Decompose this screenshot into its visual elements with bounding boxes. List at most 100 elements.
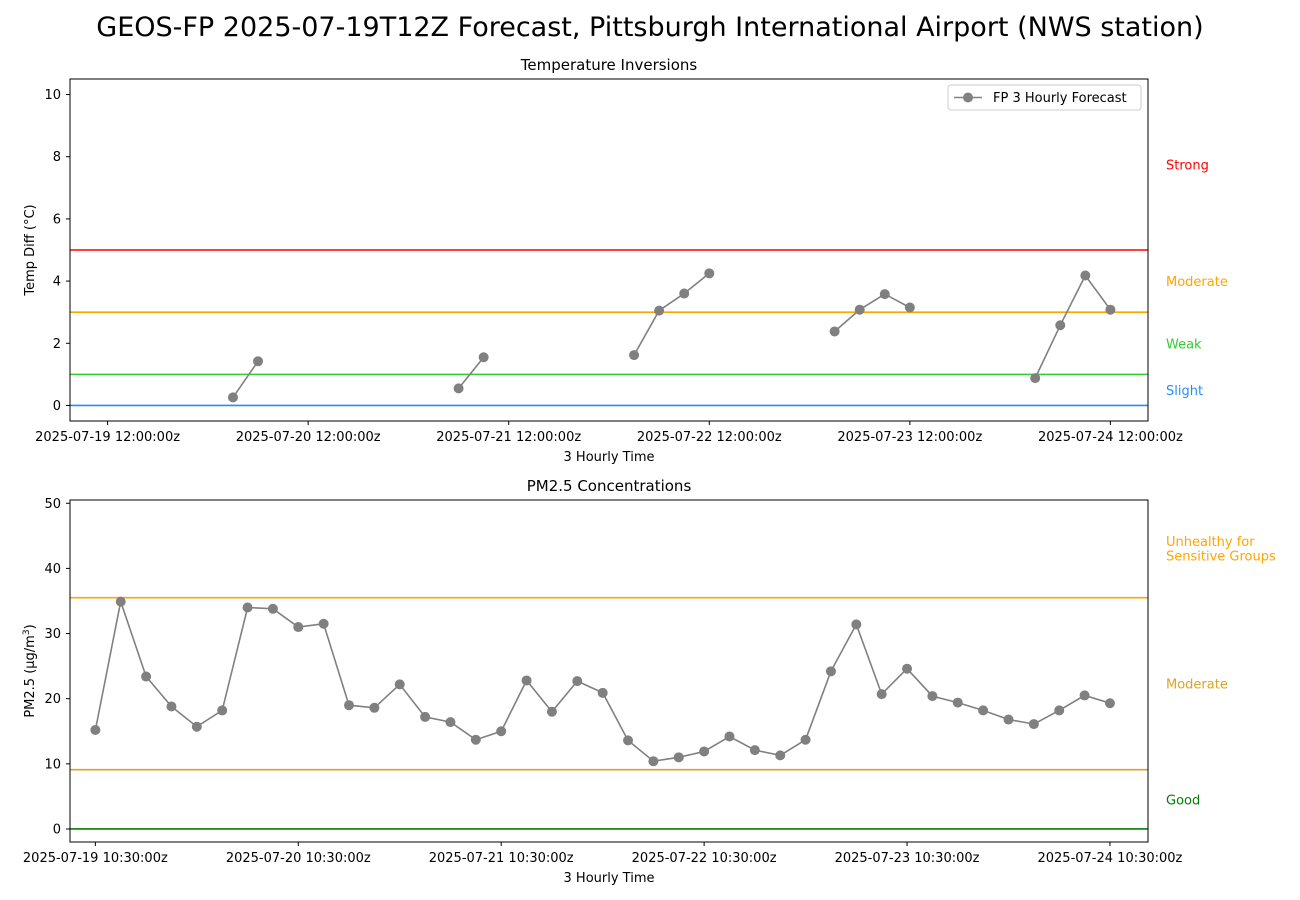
figure-title: GEOS-FP 2025-07-19T12Z Forecast, Pittsbu… [96,12,1204,43]
pm25-category-label: Unhealthy for [1166,535,1255,550]
pm25-x-axis-label: 3 Hourly Time [564,871,655,886]
inversion-series-line [1034,273,1112,379]
inversion-data-point [904,302,915,313]
pm25-category-label: Good [1166,794,1200,809]
pm25-series-line [94,598,1111,763]
pm25-data-point [927,691,938,702]
inversion-data-point [879,289,890,300]
pm25-y-tick-label: 40 [44,562,61,577]
inversion-y-tick-label: 8 [53,150,61,165]
pm25-data-point [369,702,380,713]
inversion-data-point [679,288,690,299]
inversion-y-tick-label: 2 [53,337,61,352]
pm25-category-label: Sensitive Groups [1166,549,1276,564]
inversion-data-point [478,352,489,363]
pm25-data-point [775,750,786,761]
pm25-x-tick-label: 2025-07-22 10:30:00z [632,851,777,866]
inversion-legend: FP 3 Hourly Forecast [947,84,1142,111]
inversion-series-line [457,356,485,389]
pm25-data-point [394,679,405,690]
inversion-data-point [654,305,665,316]
pm25-data-point [851,619,862,630]
pm25-x-tick-label: 2025-07-19 10:30:00z [23,851,168,866]
pm25-data-point [521,675,532,686]
pm25-x-tick-label: 2025-07-20 10:30:00z [226,851,371,866]
pm25-y-tick-label: 10 [44,757,61,772]
pm25-data-point [1104,698,1115,709]
pm25-data-point [876,689,887,700]
inversion-y-tick-label: 0 [53,399,61,414]
inversion-data-point [1030,373,1041,384]
inversion-series-line [834,293,911,333]
inversion-data-point [854,304,865,315]
pm25-data-point [800,734,811,745]
pm25-data-point [699,746,710,757]
pm25-data-point [724,731,735,742]
pm25-y-tick-label: 50 [44,497,61,512]
inversion-y-tick-label: 4 [53,275,61,290]
pm25-x-tick-label: 2025-07-23 10:30:00z [835,851,980,866]
pm25-y-tick-label: 0 [53,822,61,837]
pm25-data-point [825,666,836,677]
pm25-data-point [572,676,583,687]
inversion-category-label: Weak [1166,337,1202,352]
pm25-data-point [166,701,177,712]
pm25-data-point [1079,690,1090,701]
inversion-data-point [1080,270,1091,281]
pm25-data-point [267,603,278,614]
inversion-x-tick-label: 2025-07-24 12:00:00z [1038,430,1183,445]
inversion-data-point [629,350,640,361]
pm25-data-point [749,745,760,756]
pm25-axes-frame [69,499,1149,843]
inversion-title: Temperature Inversions [520,56,698,74]
pm25-data-point [420,711,431,722]
pm25-data-point [648,756,659,767]
pm25-data-point [496,726,507,737]
pm25-data-point [1054,705,1065,716]
inversion-data-point [1105,304,1116,315]
inversion-x-tick-label: 2025-07-19 12:00:00z [35,430,180,445]
inversion-x-tick-label: 2025-07-22 12:00:00z [637,430,782,445]
legend-label: FP 3 Hourly Forecast [993,91,1127,106]
pm25-data-point [978,705,989,716]
inversion-data-point [253,356,264,367]
inversion-data-point [1055,320,1066,331]
pm25-data-point [318,618,329,629]
pm25-y-axis-label: PM2.5 (µg/m3) [22,624,38,717]
inversion-data-point [704,268,715,279]
pm25-x-tick-label: 2025-07-21 10:30:00z [429,851,574,866]
inversion-data-point [453,383,464,394]
pm25-data-point [546,706,557,717]
inversion-x-tick-label: 2025-07-23 12:00:00z [837,430,982,445]
pm25-x-tick-label: 2025-07-24 10:30:00z [1037,851,1182,866]
inversion-data-point [227,392,238,403]
pm25-y-tick-label: 20 [44,692,61,707]
inversion-y-tick-label: 6 [53,212,61,227]
pm25-data-point [217,705,228,716]
inversion-x-axis-label: 3 Hourly Time [564,450,655,465]
inversion-axes-frame [69,78,1149,422]
pm25-data-point [673,752,684,763]
pm25-data-point [902,663,913,674]
legend-box [947,84,1142,111]
pm25-y-tick-label: 30 [44,627,61,642]
legend-swatch-marker [963,92,973,103]
pm25-data-point [242,602,253,613]
pm25-data-point [597,687,608,698]
pm25-chart: PM2.5 Concentrations Good Moderate Unhealth… [22,477,1276,886]
pm25-data-point [623,735,634,746]
pm25-data-point [1028,719,1039,730]
inversion-category-label: Moderate [1166,275,1228,290]
inversion-category-label: Slight [1166,384,1203,399]
pm25-data-point [952,697,963,708]
pm25-title: PM2.5 Concentrations [527,477,692,495]
inversion-series-line [633,272,710,356]
inversion-y-tick-label: 10 [44,88,61,103]
inversion-chart: Temperature Inversions Slight Weak Moderate… [23,56,1228,465]
inversion-x-tick-label: 2025-07-20 12:00:00z [236,430,381,445]
inversion-data-point [829,326,840,337]
pm25-data-point [115,596,126,607]
inversion-y-axis-label: Temp Diff (°C) [23,204,38,296]
pm25-category-label: Moderate [1166,678,1228,693]
